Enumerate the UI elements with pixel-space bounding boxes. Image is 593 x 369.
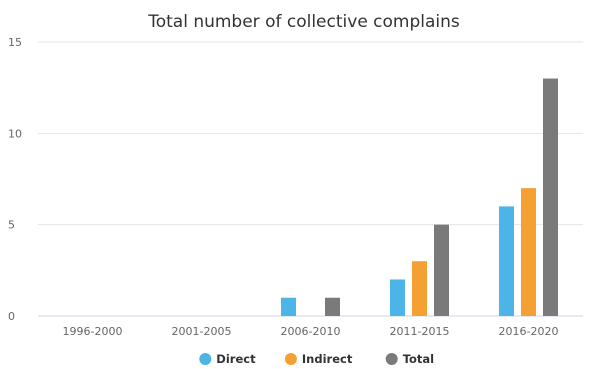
legend-item-total[interactable]: Total — [385, 352, 434, 366]
chart-title: Total number of collective complains — [147, 12, 460, 32]
x-axis-ticks: 1996-2000 2001-2005 2006-2010 2011-2015 2016… — [63, 325, 559, 338]
y-axis-ticks: 0 5 10 15 — [8, 36, 22, 323]
x-tick-label: 2006-2010 — [281, 325, 341, 338]
x-tick-label: 1996-2000 — [63, 325, 123, 338]
bar-indirect-3 — [412, 261, 427, 316]
legend-item-direct[interactable]: Direct — [199, 352, 256, 366]
bars — [281, 78, 558, 317]
legend-marker — [199, 353, 212, 365]
legend-label: Indirect — [302, 352, 353, 366]
bar-direct-2 — [281, 297, 296, 316]
x-tick-label: 2001-2005 — [172, 325, 232, 338]
bar-total-3 — [434, 224, 449, 316]
legend-marker — [284, 353, 297, 365]
legend-item-indirect[interactable]: Indirect — [284, 352, 353, 366]
legend-label: Direct — [216, 352, 256, 366]
x-tick-label: 2011-2015 — [390, 325, 450, 338]
bar-direct-4 — [499, 206, 514, 316]
y-tick-label: 10 — [8, 127, 22, 140]
legend: Direct Indirect Total — [199, 352, 434, 366]
bar-total-2 — [325, 297, 340, 316]
y-tick-label: 15 — [8, 36, 22, 49]
legend-label: Total — [403, 352, 434, 366]
legend-marker — [385, 353, 398, 365]
y-tick-label: 5 — [8, 219, 15, 232]
y-tick-label: 0 — [8, 310, 15, 323]
x-tick-label: 2016-2020 — [499, 325, 559, 338]
bar-total-4 — [543, 78, 558, 317]
bar-direct-3 — [390, 279, 405, 316]
gridlines — [38, 41, 583, 317]
bar-indirect-4 — [521, 188, 536, 316]
